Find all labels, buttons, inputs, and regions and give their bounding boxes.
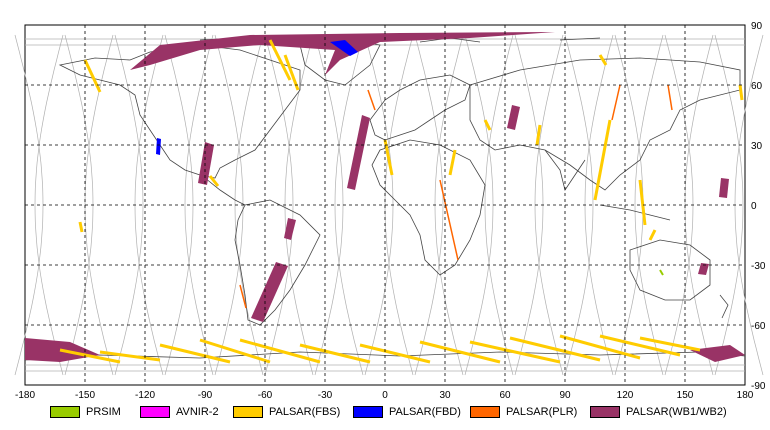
coast-south-america <box>234 199 321 326</box>
lat-lon-grid <box>25 25 745 385</box>
orbit-track <box>634 34 664 376</box>
coast-central-america <box>204 177 246 206</box>
orbit-track <box>34 34 64 376</box>
legend-swatch-plr <box>470 406 500 418</box>
legend-item-avnir2: AVNIR-2 <box>140 406 219 418</box>
lon-tick-label: 90 <box>559 390 571 400</box>
legend: PRSIM AVNIR-2 PALSAR(FBS) PALSAR(FBD) PA… <box>0 400 770 424</box>
swath-wb-atlantic <box>347 115 370 190</box>
legend-swatch-avnir2 <box>140 406 170 418</box>
swath-wb-arctic <box>130 32 555 75</box>
lon-tick-label: 150 <box>677 390 694 400</box>
legend-label-plr: PALSAR(PLR) <box>506 406 578 418</box>
legend-item-fbs: PALSAR(FBS) <box>233 406 340 418</box>
orbit-track <box>484 34 514 376</box>
swath-wb-americas <box>198 142 214 185</box>
legend-label-fbd: PALSAR(FBD) <box>389 406 461 418</box>
legend-label-avnir2: AVNIR-2 <box>176 406 219 418</box>
coast-indonesia <box>599 204 671 221</box>
legend-swatch-wb <box>590 406 620 418</box>
swaths-prsim <box>659 269 664 276</box>
legend-item-plr: PALSAR(PLR) <box>470 406 577 418</box>
lon-tick-label: -150 <box>75 390 95 400</box>
legend-swatch-prsim <box>50 406 80 418</box>
lat-tick-label: 90 <box>751 21 763 32</box>
coverage-swaths <box>25 32 745 364</box>
orbit-track <box>114 34 144 376</box>
swath-wb-tasman <box>698 263 709 275</box>
swath-wb-brazil <box>284 218 296 240</box>
coast-australia <box>629 239 711 301</box>
swaths-plr <box>239 84 673 309</box>
orbit-track <box>414 34 444 376</box>
lon-tick-label: 30 <box>439 390 451 400</box>
coast-asia <box>469 57 741 191</box>
legend-swatch-fbd <box>353 406 383 418</box>
orbit-track <box>184 34 214 376</box>
lat-tick-label: -90 <box>751 381 766 392</box>
legend-swatch-fbs <box>233 406 263 418</box>
swaths-fbs <box>59 39 744 364</box>
orbit-track <box>334 34 364 376</box>
lon-tick-label: -90 <box>198 390 213 400</box>
legend-label-wb: PALSAR(WB1/WB2) <box>626 406 727 418</box>
lon-tick-label: -30 <box>318 390 333 400</box>
coverage-map: -180 -150 -120 -90 -60 -30 0 30 60 90 120 150 180 90 6… <box>14 21 766 400</box>
axis-ticks: -180 -150 -120 -90 -60 -30 0 30 60 90 120 150 180 90 6… <box>15 21 766 400</box>
orbit-track <box>264 34 294 376</box>
lat-tick-label: 60 <box>751 81 763 92</box>
swath-wb-pacific <box>719 178 729 198</box>
lon-tick-label: -180 <box>15 390 35 400</box>
lat-tick-label: -30 <box>751 261 766 272</box>
lon-tick-label: 120 <box>617 390 634 400</box>
legend-item-prsim: PRSIM <box>50 406 121 418</box>
coast-europe <box>369 74 471 141</box>
lon-tick-label: 180 <box>737 390 754 400</box>
lat-tick-label: 30 <box>751 141 763 152</box>
legend-label-fbs: PALSAR(FBS) <box>269 406 341 418</box>
swath-fbd-na <box>156 138 161 155</box>
orbit-track <box>714 34 744 376</box>
lat-tick-label: -60 <box>751 321 766 332</box>
legend-item-wb: PALSAR(WB1/WB2) <box>590 406 727 418</box>
lon-tick-label: -60 <box>258 390 273 400</box>
lon-tick-label: -120 <box>135 390 155 400</box>
legend-label-prsim: PRSIM <box>86 406 121 418</box>
lon-tick-label: 60 <box>499 390 511 400</box>
legend-item-fbd: PALSAR(FBD) <box>353 406 461 418</box>
lat-tick-label: 0 <box>751 201 757 212</box>
orbit-track <box>564 34 594 376</box>
swath-fbd-arctic <box>330 40 358 56</box>
swath-wb-patagonia <box>251 262 288 322</box>
coast-new-zealand <box>719 294 729 319</box>
lon-tick-label: 0 <box>382 390 388 400</box>
swath-wb-europe-east <box>507 105 520 130</box>
swath-wb-antarctic-e <box>690 345 745 362</box>
